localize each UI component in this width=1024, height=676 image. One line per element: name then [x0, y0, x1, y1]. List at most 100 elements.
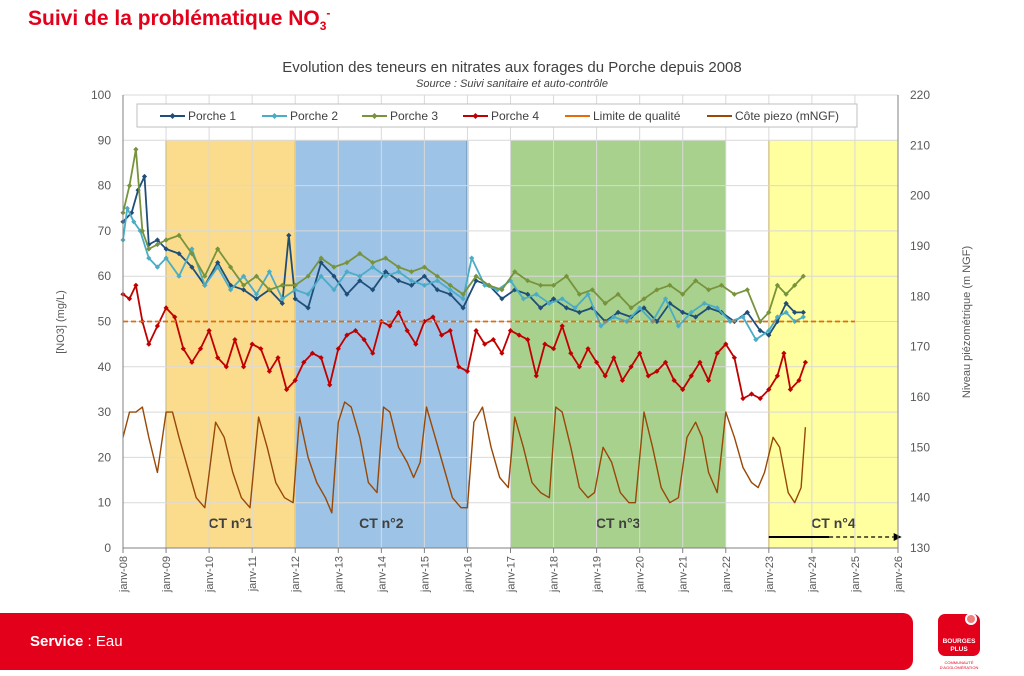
series-point [718, 282, 725, 288]
series-point [615, 291, 621, 297]
series-point [499, 350, 505, 356]
x-tick-label: janv-09 [161, 556, 173, 593]
series-point [133, 282, 139, 288]
series-point [344, 269, 350, 275]
series-point [154, 241, 160, 248]
series-point [473, 328, 479, 334]
series-point [787, 386, 793, 393]
series-point [383, 269, 389, 275]
series-point [266, 287, 272, 293]
period-label: CT n°3 [596, 515, 641, 531]
series-point [796, 377, 802, 383]
series-point [464, 368, 470, 374]
y-tick-label: 60 [98, 269, 112, 283]
series-point [731, 355, 737, 361]
series-point [176, 251, 182, 257]
y-tick-label: 100 [91, 88, 111, 102]
series-point [335, 346, 341, 352]
series-point [146, 341, 152, 347]
x-tick-label: janv-17 [506, 556, 518, 593]
series-point [361, 337, 367, 343]
series-point [413, 341, 419, 347]
series-point [447, 282, 453, 288]
series-point [551, 282, 557, 288]
series-point [408, 269, 415, 275]
series-point [706, 287, 712, 293]
series-point [572, 305, 578, 311]
series-point [228, 264, 234, 270]
series-point [645, 373, 651, 379]
series-point [619, 377, 625, 383]
series-point [434, 287, 440, 293]
y-tick-label: 40 [98, 360, 112, 374]
series-point [266, 368, 272, 374]
series-point [525, 278, 531, 284]
y2-tick-label: 150 [910, 440, 930, 454]
x-tick-label: janv-18 [549, 556, 561, 593]
series-point [124, 205, 130, 211]
series-point [370, 260, 376, 266]
series-point [228, 282, 234, 288]
series-point [516, 332, 522, 338]
series-point [383, 255, 389, 261]
series-point [512, 287, 518, 293]
series-point [589, 305, 595, 311]
series-point [370, 350, 376, 356]
series-point [667, 282, 673, 288]
series-point [792, 309, 798, 315]
series-point [615, 309, 621, 315]
series-point [563, 305, 570, 311]
y-tick-label: 90 [98, 133, 112, 147]
x-tick-label: janv-14 [376, 556, 388, 593]
series-point [563, 273, 570, 279]
series-point [241, 364, 247, 370]
series-point [757, 318, 763, 325]
series-line-1 [122, 207, 804, 341]
series-point [253, 291, 260, 297]
y2-tick-label: 220 [910, 88, 930, 102]
series-point [275, 355, 281, 361]
series-point [215, 260, 221, 266]
series-point [439, 332, 445, 338]
series-point [585, 346, 591, 352]
series-point [286, 232, 292, 239]
x-tick-label: janv-12 [290, 556, 302, 593]
series-point [499, 296, 505, 302]
series-point [447, 287, 453, 293]
series-point [542, 341, 548, 347]
series-point [706, 305, 712, 311]
series-point [473, 273, 479, 279]
series-point [460, 296, 466, 302]
series-point [408, 278, 415, 284]
series-point [654, 287, 660, 293]
series-point [126, 296, 133, 302]
series-point [495, 287, 501, 293]
series-point [266, 269, 272, 275]
series-point [421, 282, 427, 288]
series-point [800, 273, 806, 279]
series-point [163, 246, 169, 252]
series-point [783, 291, 789, 297]
series-point [421, 273, 427, 279]
y2-tick-label: 130 [910, 541, 930, 555]
series-point [258, 346, 264, 352]
series-point [396, 269, 402, 275]
series-point [525, 337, 531, 343]
legend-marker [271, 113, 278, 119]
series-point [740, 314, 746, 320]
series-line-3 [122, 284, 807, 400]
footer-bar: Service : Eau [0, 613, 913, 670]
series-point [318, 255, 324, 261]
series-point [215, 264, 221, 270]
series-point [223, 364, 229, 370]
footer-service: Service : Eau [30, 633, 123, 650]
x-tick-label: janv-22 [721, 556, 733, 593]
series-point [357, 251, 363, 257]
series-point [404, 328, 410, 334]
series-point [154, 237, 160, 243]
series-point [133, 146, 139, 153]
series-point [533, 291, 539, 297]
series-point [163, 305, 169, 311]
series-point [305, 291, 311, 297]
series-point [800, 309, 806, 315]
